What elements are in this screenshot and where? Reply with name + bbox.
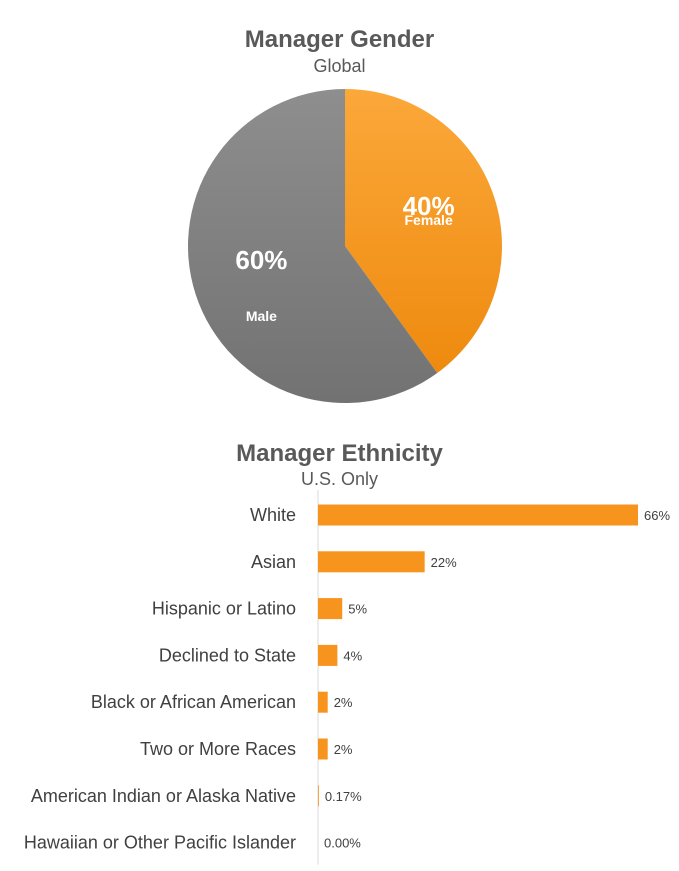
pie-category-label-female: Female [404,212,452,228]
bar-category-label-declined-to-state: Declined to State [159,645,296,665]
bar-category-label-hawaiian-or-other-pacific-islander: Hawaiian or Other Pacific Islander [24,833,296,853]
bar-white [318,504,638,526]
bar-value-label-american-indian-or-alaska-native: 0.17% [325,789,362,804]
bar-value-label-white: 66% [644,508,670,523]
gender-pie-chart: 40%Female 60% Male [187,89,502,403]
pie-category-label-male: Male [246,308,277,324]
bar-category-label-black-or-african-american: Black or African American [91,692,296,712]
bar-value-label-hispanic-or-latino: 5% [348,602,367,617]
pie-value-label-female: 40% [403,191,455,221]
bar-category-label-hispanic-or-latino: Hispanic or Latino [152,599,296,619]
bar-category-label-two-or-more-races: Two or More Races [140,739,296,759]
bar-value-label-black-or-african-american: 2% [334,695,353,710]
bar-black-or-african-american [318,691,328,713]
pie-value-label-male: 60% [235,245,287,275]
bar-two-or-more-races [318,738,328,760]
bar-hispanic-or-latino [318,598,343,620]
pie-chart-title: Manager Gender [244,26,435,53]
bar-declined-to-state [318,644,338,666]
bar-value-label-hawaiian-or-other-pacific-islander: 0.00% [324,836,361,851]
ethnicity-bar-chart: White 66% Asian 22% Hispanic or Latino 5% Decl… [24,490,670,865]
bar-category-label-american-indian-or-alaska-native: American Indian or Alaska Native [31,786,296,806]
bar-chart-subtitle: U.S. Only [300,469,379,489]
pie-chart-subtitle: Global [313,56,366,76]
bar-chart-title: Manager Ethnicity [236,440,443,467]
pie-slice-female [345,89,502,374]
bar-category-label-asian: Asian [251,552,296,572]
bar-category-label-white: White [250,505,296,525]
bar-value-label-asian: 22% [431,555,457,570]
bar-value-label-declined-to-state: 4% [343,648,362,663]
bar-value-label-two-or-more-races: 2% [334,742,353,757]
pie-slice-male [187,89,438,403]
bar-asian [318,551,425,573]
bar-american-indian-or-alaska-native [318,785,319,807]
